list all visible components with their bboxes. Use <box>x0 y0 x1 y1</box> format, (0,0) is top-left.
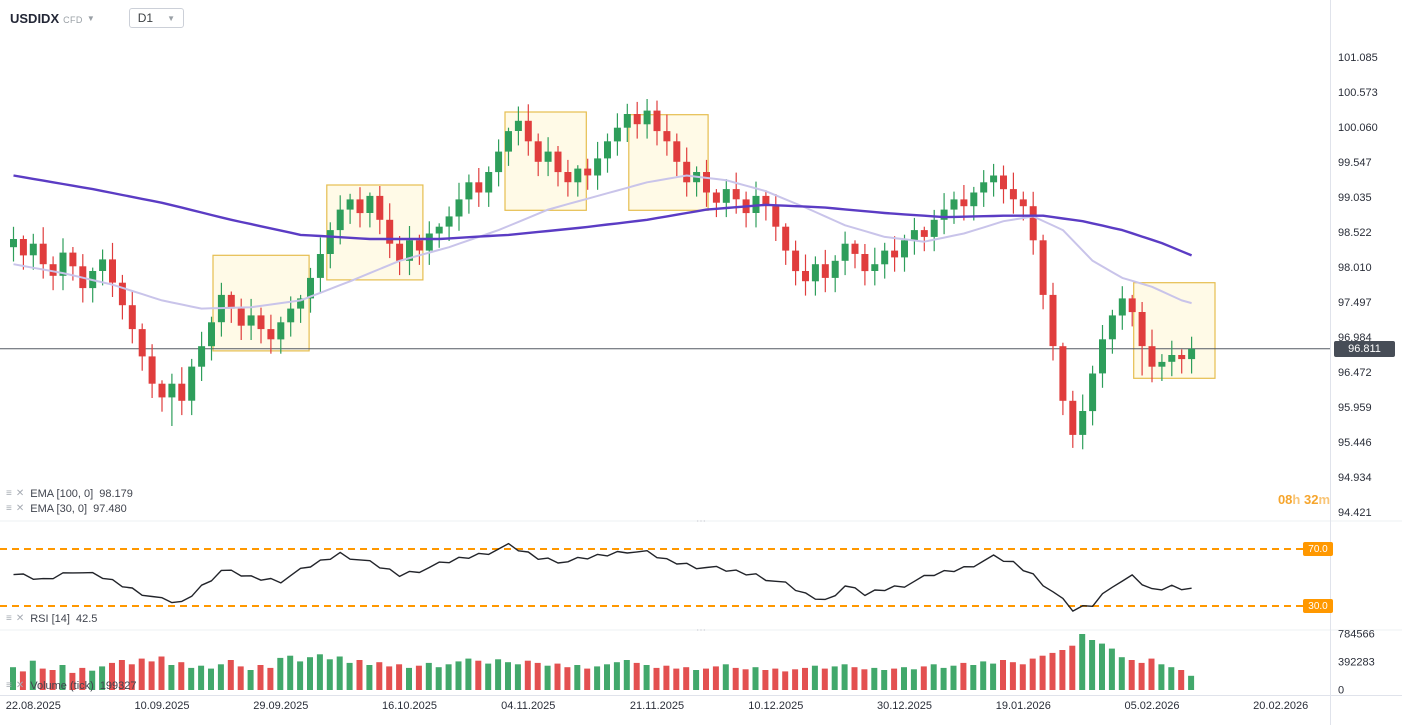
indicator-settings-icon[interactable]: ≡ <box>6 613 12 624</box>
highlight-box[interactable] <box>1133 282 1216 379</box>
panel-resize-handle[interactable]: ⋯ <box>696 516 706 527</box>
ema30-label: EMA [30, 0] <box>30 503 88 515</box>
rsi-lower-band-label: 30.0 <box>1303 599 1333 613</box>
ema100-line <box>13 174 1193 257</box>
price-tick-label[interactable]: 95.959 <box>1338 402 1372 414</box>
ema100-label: EMA [100, 0] <box>30 488 94 500</box>
time-axis-label[interactable]: 10.09.2025 <box>134 700 189 712</box>
chevron-down-icon: ▼ <box>86 13 95 23</box>
instrument-type-label: CFD <box>63 14 83 25</box>
indicator-settings-icon[interactable]: ≡ <box>6 503 12 514</box>
price-tick-label[interactable]: 98.522 <box>1338 227 1372 239</box>
price-tick-label[interactable]: 99.547 <box>1338 157 1372 169</box>
volume-tick-label[interactable]: 392283 <box>1338 657 1375 669</box>
indicator-settings-icon[interactable]: ≡ <box>6 488 12 499</box>
indicator-remove-icon[interactable]: ✕ <box>15 613 25 624</box>
price-tick-label[interactable]: 100.573 <box>1338 87 1378 99</box>
time-axis-label[interactable]: 05.02.2026 <box>1124 700 1179 712</box>
time-axis-label[interactable]: 10.12.2025 <box>748 700 803 712</box>
highlight-box[interactable] <box>628 114 709 211</box>
time-axis-label[interactable]: 20.02.2026 <box>1253 700 1308 712</box>
candle-countdown: 08h 32m <box>1277 492 1330 507</box>
price-tick-label[interactable]: 94.421 <box>1338 507 1372 519</box>
rsi-upper-band-label: 70.0 <box>1303 542 1333 556</box>
time-axis-label[interactable]: 16.10.2025 <box>382 700 437 712</box>
time-axis-label[interactable]: 29.09.2025 <box>253 700 308 712</box>
current-price-badge: 96.811 <box>1334 341 1395 357</box>
ema30-line <box>13 174 1192 310</box>
volume-series <box>10 634 1195 690</box>
time-axis-label[interactable]: 19.01.2026 <box>996 700 1051 712</box>
panel-resize-handle[interactable]: ⋯ <box>696 625 706 636</box>
volume-value: 199327 <box>99 680 137 692</box>
rsi-label: RSI [14] <box>30 613 70 625</box>
price-tick-label[interactable]: 99.035 <box>1338 192 1372 204</box>
time-axis-label[interactable]: 30.12.2025 <box>877 700 932 712</box>
ema30-value: 97.480 <box>93 503 127 515</box>
indicator-remove-icon[interactable]: ✕ <box>15 503 25 514</box>
symbol-selector[interactable]: USDIDX CFD ▼ <box>10 11 95 26</box>
indicator-remove-icon[interactable]: ✕ <box>15 680 25 691</box>
indicator-remove-icon[interactable]: ✕ <box>15 488 25 499</box>
symbol-name: USDIDX <box>10 10 60 26</box>
volume-label: Volume (tick) <box>30 680 94 692</box>
time-axis-label[interactable]: 22.08.2025 <box>6 700 61 712</box>
price-tick-label[interactable]: 95.446 <box>1338 437 1372 449</box>
rsi-legend: ≡ ✕ RSI [14] 42.5 <box>6 613 97 625</box>
rsi-line <box>13 542 1192 612</box>
price-tick-label[interactable]: 97.497 <box>1338 297 1372 309</box>
rsi-value: 42.5 <box>75 613 98 625</box>
ema100-legend: ≡ ✕ EMA [100, 0] 98.179 <box>6 488 133 500</box>
chart-toolbar: USDIDX CFD ▼ D1 ▼ <box>10 8 185 28</box>
ema30-legend: ≡ ✕ EMA [30, 0] 97.480 <box>6 503 127 515</box>
indicator-settings-icon[interactable]: ≡ <box>6 680 12 691</box>
volume-tick-label[interactable]: 0 <box>1338 685 1344 697</box>
timeframe-select[interactable]: D1 ▼ <box>128 8 185 28</box>
price-tick-label[interactable]: 96.472 <box>1338 367 1372 379</box>
timeframe-value: D1 <box>137 11 154 25</box>
highlight-box[interactable] <box>326 184 424 281</box>
time-axis-label[interactable]: 21.11.2025 <box>630 700 684 712</box>
price-tick-label[interactable]: 98.010 <box>1338 262 1372 274</box>
chevron-down-icon: ▼ <box>167 13 176 23</box>
volume-legend: ≡ ✕ Volume (tick) 199327 <box>6 680 137 692</box>
ema100-value: 98.179 <box>99 488 133 500</box>
price-tick-label[interactable]: 100.060 <box>1338 122 1378 134</box>
time-axis-label[interactable]: 04.11.2025 <box>501 700 555 712</box>
price-tick-label[interactable]: 101.085 <box>1338 52 1378 64</box>
volume-tick-label[interactable]: 784566 <box>1338 629 1375 641</box>
candlestick-series <box>10 99 1196 450</box>
price-tick-label[interactable]: 94.934 <box>1338 472 1372 484</box>
